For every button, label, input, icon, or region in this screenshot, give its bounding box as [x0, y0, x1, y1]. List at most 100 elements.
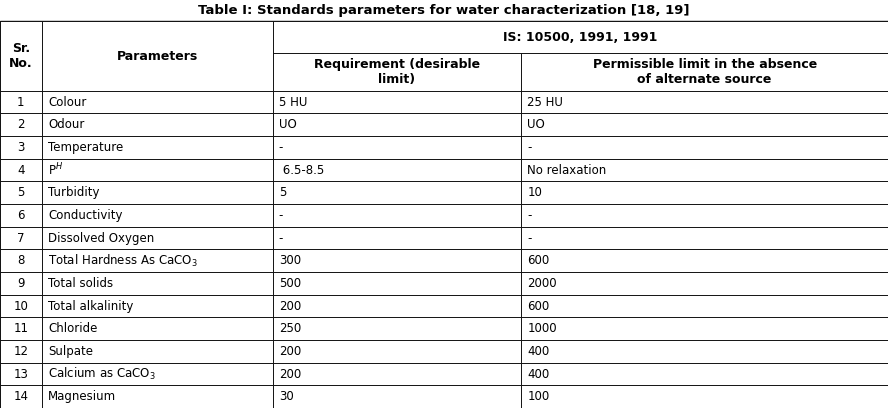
- Text: Table I: Standards parameters for water characterization [18, 19]: Table I: Standards parameters for water …: [198, 4, 690, 17]
- Text: 6: 6: [17, 209, 25, 222]
- Text: 300: 300: [279, 254, 301, 267]
- Text: Odour: Odour: [48, 118, 84, 131]
- Bar: [42, 295, 273, 317]
- Text: UO: UO: [279, 118, 297, 131]
- Text: UO: UO: [527, 118, 545, 131]
- Text: 30: 30: [279, 390, 294, 403]
- Bar: [273, 113, 521, 136]
- Bar: [521, 91, 888, 113]
- Bar: [521, 295, 888, 317]
- Text: Magnesium: Magnesium: [48, 390, 116, 403]
- Text: 11: 11: [13, 322, 28, 335]
- Text: Permissible limit in the absence
of alternate source: Permissible limit in the absence of alte…: [592, 58, 817, 86]
- Text: 14: 14: [13, 390, 28, 403]
- Text: Sulpate: Sulpate: [48, 345, 93, 358]
- Bar: [521, 182, 888, 204]
- Bar: [0, 182, 42, 204]
- Text: 250: 250: [279, 322, 301, 335]
- Bar: [0, 385, 42, 408]
- Text: -: -: [279, 141, 283, 154]
- Bar: [273, 385, 521, 408]
- Text: Colour: Colour: [48, 95, 86, 109]
- Bar: [42, 340, 273, 363]
- Bar: [42, 136, 273, 159]
- Text: Conductivity: Conductivity: [48, 209, 123, 222]
- Text: 5: 5: [17, 186, 25, 199]
- Text: Parameters: Parameters: [116, 49, 198, 62]
- Bar: [273, 182, 521, 204]
- Bar: [273, 363, 521, 385]
- Bar: [521, 340, 888, 363]
- Bar: [273, 159, 521, 182]
- Bar: [0, 91, 42, 113]
- Bar: [521, 249, 888, 272]
- Bar: [42, 317, 273, 340]
- Text: Calcium as CaCO$_3$: Calcium as CaCO$_3$: [48, 366, 155, 382]
- Bar: [521, 317, 888, 340]
- Bar: [0, 227, 42, 249]
- Text: 200: 200: [279, 345, 301, 358]
- Text: Requirement (desirable
limit): Requirement (desirable limit): [313, 58, 480, 86]
- Text: 8: 8: [17, 254, 25, 267]
- Bar: [521, 363, 888, 385]
- Text: 9: 9: [17, 277, 25, 290]
- Bar: [0, 272, 42, 295]
- Text: 4: 4: [17, 164, 25, 177]
- Text: 200: 200: [279, 368, 301, 381]
- Bar: [42, 91, 273, 113]
- Bar: [521, 227, 888, 249]
- Text: IS: 10500, 1991, 1991: IS: 10500, 1991, 1991: [503, 31, 657, 44]
- Bar: [273, 21, 888, 53]
- Text: 100: 100: [527, 390, 550, 403]
- Bar: [521, 53, 888, 91]
- Text: Temperature: Temperature: [48, 141, 123, 154]
- Bar: [42, 204, 273, 227]
- Text: 6.5-8.5: 6.5-8.5: [279, 164, 324, 177]
- Text: 600: 600: [527, 254, 550, 267]
- Bar: [521, 113, 888, 136]
- Bar: [521, 136, 888, 159]
- Text: 13: 13: [13, 368, 28, 381]
- Text: -: -: [279, 209, 283, 222]
- Text: 3: 3: [17, 141, 25, 154]
- Text: 1000: 1000: [527, 322, 557, 335]
- Bar: [42, 272, 273, 295]
- Bar: [42, 385, 273, 408]
- Text: -: -: [527, 232, 532, 244]
- Bar: [273, 53, 521, 91]
- Bar: [42, 159, 273, 182]
- Bar: [273, 249, 521, 272]
- Bar: [42, 227, 273, 249]
- Bar: [273, 204, 521, 227]
- Text: 400: 400: [527, 345, 550, 358]
- Bar: [0, 340, 42, 363]
- Bar: [42, 249, 273, 272]
- Text: 400: 400: [527, 368, 550, 381]
- Bar: [273, 295, 521, 317]
- Text: Total solids: Total solids: [48, 277, 113, 290]
- Bar: [42, 182, 273, 204]
- Text: Total alkalinity: Total alkalinity: [48, 299, 133, 313]
- Text: No relaxation: No relaxation: [527, 164, 607, 177]
- Bar: [273, 272, 521, 295]
- Bar: [273, 91, 521, 113]
- Bar: [0, 317, 42, 340]
- Bar: [273, 340, 521, 363]
- Bar: [0, 363, 42, 385]
- Text: Dissolved Oxygen: Dissolved Oxygen: [48, 232, 155, 244]
- Text: Chloride: Chloride: [48, 322, 98, 335]
- Text: Sr.
No.: Sr. No.: [9, 42, 33, 70]
- Bar: [42, 21, 273, 91]
- Text: 200: 200: [279, 299, 301, 313]
- Bar: [273, 227, 521, 249]
- Bar: [0, 113, 42, 136]
- Text: -: -: [527, 141, 532, 154]
- Text: 12: 12: [13, 345, 28, 358]
- Bar: [521, 159, 888, 182]
- Text: 500: 500: [279, 277, 301, 290]
- Bar: [0, 295, 42, 317]
- Bar: [521, 272, 888, 295]
- Bar: [521, 385, 888, 408]
- Text: -: -: [279, 232, 283, 244]
- Text: 7: 7: [17, 232, 25, 244]
